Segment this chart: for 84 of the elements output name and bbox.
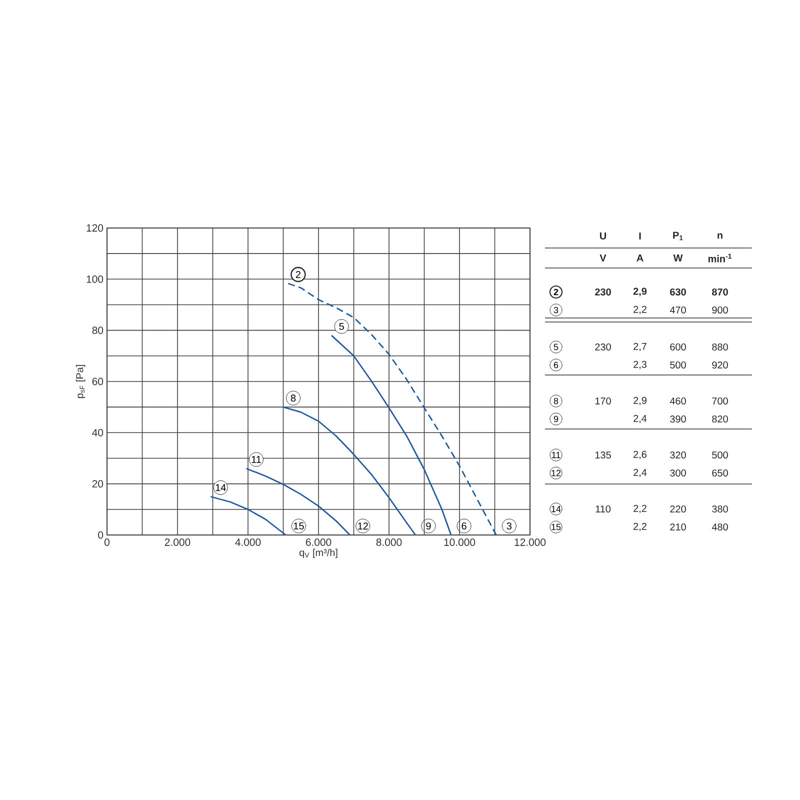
text: 9 bbox=[554, 416, 558, 422]
annotation: 3 bbox=[506, 522, 512, 530]
text: 2,6 bbox=[634, 450, 646, 460]
y-tick-label: 20 bbox=[92, 480, 104, 488]
text: 110 bbox=[596, 505, 611, 513]
text: P$_{1}$ bbox=[673, 232, 683, 240]
annotation: 15 bbox=[294, 522, 304, 530]
x-tick-label: 12.000 bbox=[514, 538, 546, 546]
text: 460 bbox=[670, 397, 686, 405]
series-label: 2 bbox=[296, 271, 300, 278]
text: 630 bbox=[670, 288, 686, 296]
text: 500 bbox=[670, 361, 686, 369]
text: 900 bbox=[712, 306, 728, 314]
text: 600 bbox=[670, 343, 686, 351]
y-tick-label: 120 bbox=[86, 224, 104, 232]
text: U bbox=[600, 232, 606, 240]
series-label: 8 bbox=[290, 394, 296, 402]
y-axis-title: p$_{sF}$ [Pa] bbox=[76, 365, 86, 398]
text: 2,7 bbox=[634, 342, 646, 352]
text: 700 bbox=[712, 397, 728, 405]
text: 390 bbox=[670, 415, 686, 423]
text: 12 bbox=[552, 470, 561, 476]
text: 2,2 bbox=[634, 522, 646, 532]
text: 2,9 bbox=[633, 288, 647, 296]
text: 2,4 bbox=[634, 468, 647, 478]
y-tick-label: 0 bbox=[98, 531, 104, 539]
text: A bbox=[636, 254, 644, 262]
text: 870 bbox=[712, 288, 728, 296]
annotation: 6 bbox=[462, 522, 466, 530]
x-tick-label: 6.000 bbox=[306, 538, 332, 546]
x-tick-label: 10.000 bbox=[444, 538, 476, 546]
text: 135 bbox=[595, 451, 611, 459]
line-series bbox=[282, 406, 416, 536]
y-tick-label: 80 bbox=[92, 326, 104, 334]
text: 300 bbox=[670, 469, 686, 477]
x-tick-label: 4.000 bbox=[235, 538, 261, 546]
text: 15 bbox=[552, 524, 561, 530]
annotation: 9 bbox=[426, 522, 431, 530]
text: 380 bbox=[712, 505, 728, 513]
text: I bbox=[639, 232, 641, 240]
text: V bbox=[600, 254, 606, 262]
text: 14 bbox=[552, 506, 561, 512]
text: 820 bbox=[712, 415, 728, 423]
text: 8 bbox=[554, 398, 558, 404]
line-series bbox=[287, 282, 497, 536]
text: n bbox=[718, 233, 722, 239]
text: 2,2 bbox=[634, 306, 646, 314]
text: 6 bbox=[554, 362, 558, 368]
y-tick-label: 60 bbox=[92, 378, 104, 386]
text: 2 bbox=[554, 288, 558, 296]
text: 230 bbox=[595, 343, 611, 351]
line-series bbox=[246, 468, 351, 536]
x-tick-label: 8.000 bbox=[376, 538, 402, 546]
text: 3 bbox=[554, 306, 558, 314]
text: 220 bbox=[670, 505, 686, 513]
x-tick-label: 2.000 bbox=[164, 538, 190, 546]
x-axis-title: q$_{V}$ [m³/h] bbox=[299, 548, 338, 558]
text: 210 bbox=[670, 523, 686, 531]
text: 2,9 bbox=[634, 396, 646, 406]
text: 2,2 bbox=[634, 504, 646, 514]
text: 880 bbox=[712, 343, 728, 351]
text: W bbox=[673, 254, 683, 262]
text: 320 bbox=[670, 451, 686, 459]
series-label: 11 bbox=[252, 456, 261, 463]
text: 2,3 bbox=[634, 360, 646, 370]
series-label: 14 bbox=[216, 484, 226, 492]
text: 480 bbox=[712, 523, 728, 531]
annotation: 12 bbox=[358, 522, 368, 530]
text: min$^{-1}$ bbox=[708, 254, 732, 262]
series-label: 5 bbox=[339, 322, 344, 330]
y-tick-label: 40 bbox=[92, 428, 104, 436]
text: 5 bbox=[554, 344, 558, 350]
text: 500 bbox=[712, 451, 728, 459]
text: 650 bbox=[712, 469, 728, 477]
x-tick-label: 0 bbox=[104, 538, 110, 546]
text: 920 bbox=[712, 361, 728, 369]
text: 470 bbox=[670, 306, 686, 314]
line-series bbox=[330, 334, 452, 536]
text: 230 bbox=[595, 288, 611, 296]
text: 2,4 bbox=[634, 414, 647, 424]
line-series bbox=[210, 496, 286, 536]
text: 11 bbox=[552, 452, 560, 458]
y-tick-label: 100 bbox=[86, 275, 104, 283]
text: 170 bbox=[595, 397, 611, 405]
